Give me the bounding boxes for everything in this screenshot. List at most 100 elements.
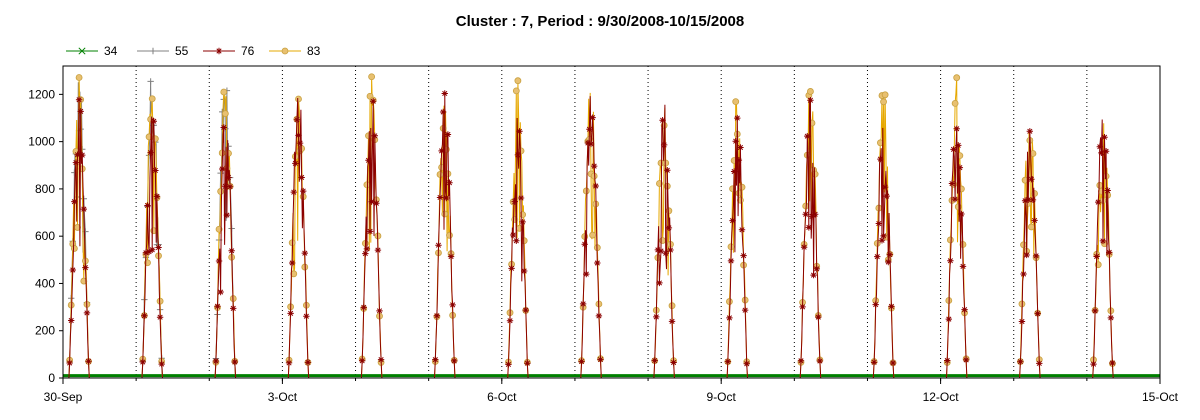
point-marker (298, 174, 305, 181)
point-marker (285, 359, 293, 367)
point-marker (582, 187, 590, 195)
point-marker (590, 162, 598, 170)
point-marker (77, 108, 84, 115)
point-marker (1028, 175, 1035, 183)
point-marker (301, 249, 308, 257)
point-marker (595, 312, 603, 320)
legend-label: 83 (307, 44, 321, 58)
point-marker (74, 224, 81, 231)
point-marker (519, 211, 527, 219)
point-marker (816, 357, 824, 365)
point-marker (1017, 358, 1024, 365)
series-line (66, 93, 1157, 379)
point-marker (737, 196, 744, 204)
point-marker (1109, 359, 1116, 367)
point-marker (724, 358, 732, 365)
point-marker (1101, 134, 1108, 141)
point-marker (880, 98, 887, 106)
point-marker (1093, 253, 1100, 260)
point-marker (373, 200, 380, 207)
point-marker (726, 314, 733, 322)
point-marker (883, 192, 890, 200)
point-marker (951, 195, 959, 203)
point-marker (878, 237, 886, 244)
y-tick-label: 1200 (28, 87, 55, 101)
point-marker (290, 270, 298, 278)
point-marker (743, 360, 750, 367)
point-marker (881, 91, 889, 99)
legend-label: 34 (104, 44, 118, 58)
series-55 (66, 78, 279, 379)
point-marker (807, 97, 814, 104)
y-tick-label: 0 (48, 371, 55, 385)
point-marker (956, 164, 964, 171)
point-marker (959, 263, 967, 270)
point-marker (813, 265, 820, 273)
point-marker (1104, 187, 1111, 194)
point-marker (451, 357, 458, 365)
point-marker (222, 183, 229, 190)
point-marker (947, 257, 954, 264)
point-marker (290, 188, 297, 196)
x-tick-label: 15-Oct (1142, 390, 1179, 404)
x-tick-label: 9-Oct (707, 390, 737, 404)
point-marker (220, 88, 228, 96)
point-marker (659, 116, 666, 124)
y-tick-label: 600 (35, 229, 55, 243)
point-marker (72, 159, 80, 166)
legend-item-83: 83 (269, 44, 321, 58)
point-marker (214, 303, 221, 310)
legend-item-34: 34 (66, 44, 118, 58)
point-marker (435, 241, 442, 249)
point-marker (371, 132, 378, 140)
point-marker (881, 183, 889, 191)
point-marker (363, 245, 371, 253)
chart-title: Cluster : 7, Period : 9/30/2008-10/15/20… (456, 13, 745, 30)
point-marker (738, 183, 746, 191)
point-marker (438, 147, 445, 155)
point-marker (1099, 237, 1107, 245)
point-marker (219, 165, 226, 173)
point-marker (68, 317, 75, 324)
point-marker (300, 187, 307, 195)
point-marker (807, 88, 814, 95)
point-marker (376, 307, 383, 315)
point-marker (578, 358, 585, 365)
point-marker (660, 141, 668, 149)
point-marker (212, 357, 220, 365)
point-marker (880, 232, 887, 240)
point-marker (217, 188, 225, 195)
point-marker (1098, 149, 1105, 157)
point-marker (520, 267, 528, 275)
point-marker (808, 213, 816, 220)
plot-area-frame (62, 65, 1161, 379)
x-tick-label: 3-Oct (268, 390, 298, 404)
point-marker (870, 359, 878, 366)
point-marker (155, 244, 162, 251)
point-marker (1034, 310, 1041, 317)
point-marker (1020, 270, 1027, 278)
point-marker (79, 151, 86, 159)
point-marker (142, 249, 150, 256)
point-marker (292, 160, 299, 167)
x-tick-label: 6-Oct (487, 390, 517, 404)
point-marker (664, 167, 671, 174)
point-marker (287, 310, 294, 317)
point-marker (139, 358, 146, 366)
point-marker (1096, 181, 1104, 189)
series-line (66, 81, 279, 379)
point-marker (215, 225, 223, 233)
point-marker (446, 179, 453, 186)
point-marker (735, 156, 743, 164)
point-marker (281, 47, 289, 55)
point-marker (810, 271, 817, 279)
point-marker (368, 73, 376, 81)
point-marker (734, 114, 741, 122)
point-marker (75, 74, 83, 81)
point-marker (948, 180, 956, 187)
point-marker (215, 47, 223, 55)
x-tick-label: 30-Sep (44, 390, 83, 404)
point-marker (805, 224, 813, 231)
point-marker (875, 220, 883, 227)
point-marker (800, 244, 808, 251)
